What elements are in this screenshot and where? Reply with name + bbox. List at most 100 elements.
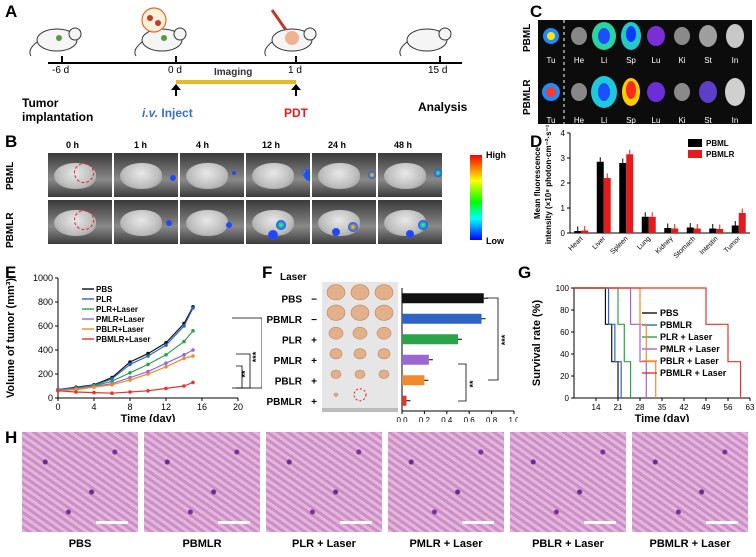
x-tick-label: 14 bbox=[592, 403, 601, 412]
tumor-photo-drawing bbox=[322, 284, 398, 412]
tumor-sample bbox=[353, 348, 367, 360]
organ-label: Tu bbox=[546, 116, 556, 125]
mouse-body bbox=[186, 210, 228, 236]
tumor-sample bbox=[374, 304, 394, 321]
bar bbox=[402, 293, 484, 304]
timepoint-label: -6 d bbox=[52, 65, 70, 76]
histology-image bbox=[388, 432, 504, 532]
data-point bbox=[164, 343, 168, 347]
data-point bbox=[182, 356, 186, 361]
data-point bbox=[128, 390, 132, 394]
data-point bbox=[164, 361, 168, 365]
category-label: Kidney bbox=[655, 235, 675, 255]
data-point bbox=[146, 362, 150, 367]
organ-label: Tu bbox=[546, 56, 556, 65]
x-tick-label: 16 bbox=[197, 402, 207, 412]
data-point bbox=[191, 306, 195, 310]
bar bbox=[402, 313, 482, 324]
panel-letter-h: H bbox=[5, 428, 18, 447]
organ-label: He bbox=[573, 116, 585, 125]
tumor-sample bbox=[350, 304, 370, 321]
time-label: 12 h bbox=[262, 140, 281, 150]
mouse-body bbox=[252, 163, 294, 189]
mouse-body bbox=[120, 210, 162, 236]
organ-label: St bbox=[704, 116, 712, 125]
survival-chart: 14 21 28 35 42 49 56 63 0 20 40 60 80 100 Time (day) Su… bbox=[531, 284, 755, 422]
scale-high-label: High bbox=[486, 150, 506, 160]
data-point bbox=[128, 362, 132, 367]
laser-mark: + bbox=[311, 335, 317, 346]
y-tick-label: 2 bbox=[561, 179, 566, 188]
scale-bar bbox=[462, 521, 494, 524]
timepoint-label: 1 d bbox=[288, 65, 302, 76]
group-label: PLR bbox=[282, 335, 303, 346]
bar bbox=[686, 227, 694, 233]
y-tick-label: 0 bbox=[565, 394, 570, 403]
mouse-icon bbox=[134, 7, 187, 57]
mouse-image bbox=[246, 153, 310, 197]
laser-header: Laser bbox=[280, 272, 307, 283]
x-axis-title: Time (day) bbox=[635, 413, 690, 422]
mouse-icon bbox=[29, 27, 82, 57]
tumor-sample bbox=[326, 284, 346, 301]
x-tick-label: 0.0 bbox=[396, 416, 408, 422]
data-point bbox=[191, 348, 195, 352]
group-label: PBS bbox=[281, 294, 302, 305]
histology-image bbox=[632, 432, 748, 532]
histology-label: PBMLR bbox=[182, 538, 222, 550]
y-axis-title: Volume of tumor (mm³) bbox=[5, 278, 17, 399]
x-tick-label: 20 bbox=[233, 402, 243, 412]
x-tick-label: 0.4 bbox=[441, 416, 453, 422]
organ-label: Sp bbox=[626, 116, 636, 125]
y-tick-label: 60 bbox=[560, 328, 569, 337]
tumor-circle bbox=[74, 163, 94, 183]
x-tick-label: 63 bbox=[746, 403, 755, 412]
legend-label: PLR + Laser bbox=[660, 332, 713, 342]
fluorescence-spot bbox=[304, 169, 310, 181]
y-tick-label: 1000 bbox=[33, 273, 53, 283]
mouse-icon bbox=[264, 9, 317, 57]
y-axis-title: Survival rate (%) bbox=[531, 300, 543, 387]
scale-bar bbox=[706, 521, 738, 524]
fluorescence-spot bbox=[226, 222, 232, 228]
data-point bbox=[74, 390, 78, 394]
panel-letter-b: B bbox=[5, 132, 18, 151]
row-label-pbmlr: PBMLR bbox=[5, 212, 16, 248]
legend-label: PBML bbox=[706, 139, 729, 148]
ruler bbox=[322, 408, 398, 412]
bar bbox=[402, 334, 458, 345]
mouse-image bbox=[180, 200, 244, 244]
bar bbox=[626, 154, 634, 233]
tumor-circle bbox=[74, 210, 94, 230]
x-tick-label: 0.6 bbox=[464, 416, 476, 422]
organ-label: Lu bbox=[651, 116, 661, 125]
category-label: Spleen bbox=[609, 235, 629, 255]
data-point bbox=[182, 384, 186, 388]
x-tick-label: 0 bbox=[55, 402, 60, 412]
histology-label: PBLR + Laser bbox=[532, 538, 604, 550]
y-tick-label: 3 bbox=[561, 154, 566, 163]
series-line bbox=[57, 355, 194, 392]
time-label: 0 h bbox=[66, 140, 80, 150]
y-tick-label: 40 bbox=[560, 350, 569, 359]
organ-label: Ki bbox=[678, 116, 686, 125]
scale-low-label: Low bbox=[486, 236, 504, 246]
mouse-image bbox=[312, 200, 376, 244]
data-point bbox=[128, 378, 132, 382]
tumor-sample bbox=[376, 326, 392, 340]
category-label: Liver bbox=[591, 235, 607, 251]
analysis-label: Analysis bbox=[418, 100, 468, 114]
x-tick-label: 35 bbox=[658, 403, 667, 412]
fluorescence-spot bbox=[268, 230, 278, 240]
histology-image bbox=[266, 432, 382, 532]
organ-label: Ki bbox=[678, 56, 686, 65]
x-tick-label: 21 bbox=[614, 403, 623, 412]
pdt-label: PDT bbox=[284, 106, 308, 120]
legend-label: PBS bbox=[96, 285, 113, 294]
time-label: 4 h bbox=[196, 140, 210, 150]
tumor-implantation-label: Tumor implantation bbox=[22, 96, 94, 124]
histology-label: PLR + Laser bbox=[292, 538, 356, 550]
survival-curve bbox=[574, 287, 622, 398]
fluorescence-spot bbox=[418, 220, 428, 230]
